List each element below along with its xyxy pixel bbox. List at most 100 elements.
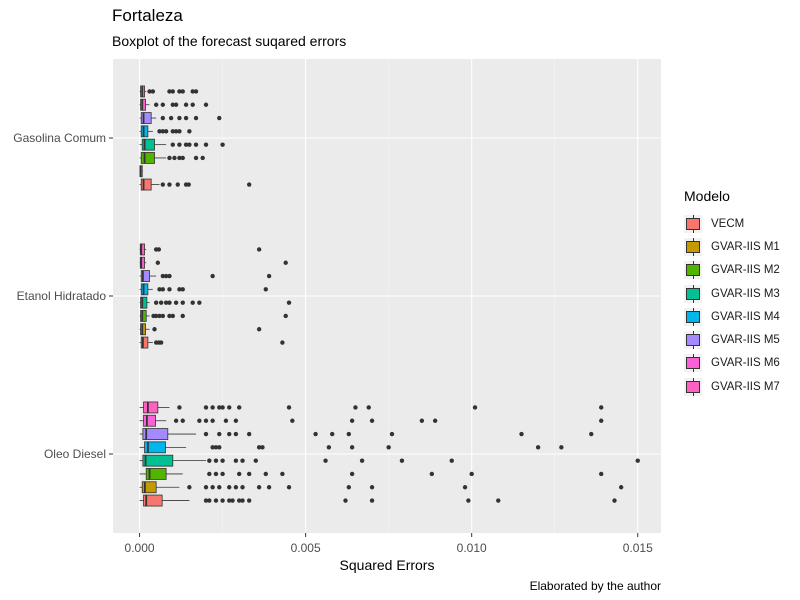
outlier-point <box>177 115 182 121</box>
outlier-point <box>237 405 242 410</box>
legend-item: GVAR-IIS M6 <box>684 352 780 375</box>
outlier-point <box>160 287 166 292</box>
box-body <box>140 112 152 124</box>
legend-label: GVAR-IIS M2 <box>711 264 780 277</box>
legend-swatch <box>686 240 700 253</box>
outlier-point <box>496 498 501 503</box>
box-body <box>141 138 155 151</box>
outlier-point <box>177 405 182 410</box>
legend-label: GVAR-IIS M4 <box>711 310 780 323</box>
outlier-point <box>203 485 209 490</box>
outlier-point <box>266 485 272 490</box>
outlier-point <box>429 471 435 477</box>
legend-label: VECM <box>711 217 745 230</box>
legend-whisker <box>693 299 694 303</box>
outlier-point <box>599 418 604 423</box>
box-gvar-iis-m5-1 <box>139 270 272 282</box>
outlier-point <box>167 300 172 305</box>
outlier-point <box>349 418 355 423</box>
box-gvar-iis-m1-0 <box>139 165 143 178</box>
legend-swatch <box>686 357 700 370</box>
outlier-point <box>280 471 285 477</box>
x-axis-title: Squared Errors <box>340 557 435 573</box>
box-body <box>140 336 149 349</box>
legend-key <box>684 261 702 280</box>
outlier-point <box>449 458 454 463</box>
box-body <box>140 125 149 138</box>
outlier-point <box>170 102 175 107</box>
outlier-point <box>330 431 335 437</box>
outlier-point <box>535 445 541 450</box>
outlier-point <box>233 458 239 463</box>
legend-whisker <box>693 307 694 311</box>
outlier-point <box>346 431 352 437</box>
outlier-point <box>163 129 169 134</box>
box-body <box>140 178 152 191</box>
outlier-point <box>207 498 212 503</box>
outlier-point <box>167 155 172 161</box>
outlier-point <box>220 458 225 463</box>
legend-whisker <box>693 237 694 241</box>
legend-label: GVAR-IIS M7 <box>711 380 780 393</box>
outlier-point <box>170 89 175 94</box>
box-gvar-iis-m6-2 <box>139 414 604 427</box>
outlier-point <box>343 498 348 503</box>
outlier-point <box>203 142 209 147</box>
x-tick-label: 0.005 <box>291 541 321 555</box>
outlier-point <box>173 300 179 305</box>
outlier-point <box>618 485 624 490</box>
outlier-point <box>153 102 159 107</box>
y-tick-label: Etanol Hidratado <box>17 289 107 303</box>
outlier-point <box>462 485 468 490</box>
outlier-point <box>346 485 352 490</box>
outlier-point <box>153 300 159 305</box>
outlier-point <box>200 155 205 161</box>
legend-item: GVAR-IIS M7 <box>684 375 780 398</box>
box-gvar-iis-m4-0 <box>139 125 192 138</box>
outlier-point <box>193 115 199 121</box>
outlier-point <box>156 247 162 252</box>
outlier-point <box>170 313 175 319</box>
outlier-point <box>168 115 174 121</box>
box-body <box>143 401 159 414</box>
legend-swatch <box>686 264 700 277</box>
outlier-point <box>173 418 179 423</box>
chart-title: Fortaleza <box>112 6 183 25</box>
outlier-point <box>158 340 164 345</box>
outlier-point <box>519 431 524 437</box>
outlier-point <box>160 129 166 134</box>
box-body <box>144 441 166 454</box>
outlier-point <box>207 471 212 477</box>
outlier-point <box>193 142 199 147</box>
outlier-point <box>180 313 185 319</box>
legend-item: GVAR-IIS M4 <box>684 305 780 328</box>
outlier-point <box>286 485 292 490</box>
outlier-point <box>217 115 222 121</box>
outlier-point <box>263 471 268 477</box>
outlier-point <box>246 431 252 437</box>
outlier-point <box>612 498 617 503</box>
outlier-point <box>217 431 222 437</box>
chart-caption: Elaborated by the author <box>529 579 661 593</box>
legend-item: VECM <box>684 212 780 235</box>
outlier-point <box>263 287 268 292</box>
outlier-point <box>210 445 215 450</box>
outlier-point <box>213 471 219 477</box>
outlier-point <box>213 498 219 503</box>
outlier-point <box>313 431 318 437</box>
outlier-point <box>157 287 162 292</box>
outlier-point <box>233 418 239 423</box>
legend-whisker <box>693 284 694 288</box>
legend-whisker <box>693 392 694 396</box>
box-body <box>145 468 167 480</box>
legend-item: GVAR-IIS M5 <box>684 328 780 351</box>
y-tick-label: Oleo Diesel <box>44 447 106 461</box>
outlier-point <box>237 498 242 503</box>
box-gvar-iis-m5-2 <box>139 428 594 440</box>
outlier-point <box>266 273 272 279</box>
legend: Modelo VECM GVAR-IIS M1 GVAR-IIS M2 GVAR-II… <box>684 188 780 398</box>
outlier-point <box>203 405 209 410</box>
outlier-point <box>203 102 209 107</box>
outlier-point <box>369 485 375 490</box>
